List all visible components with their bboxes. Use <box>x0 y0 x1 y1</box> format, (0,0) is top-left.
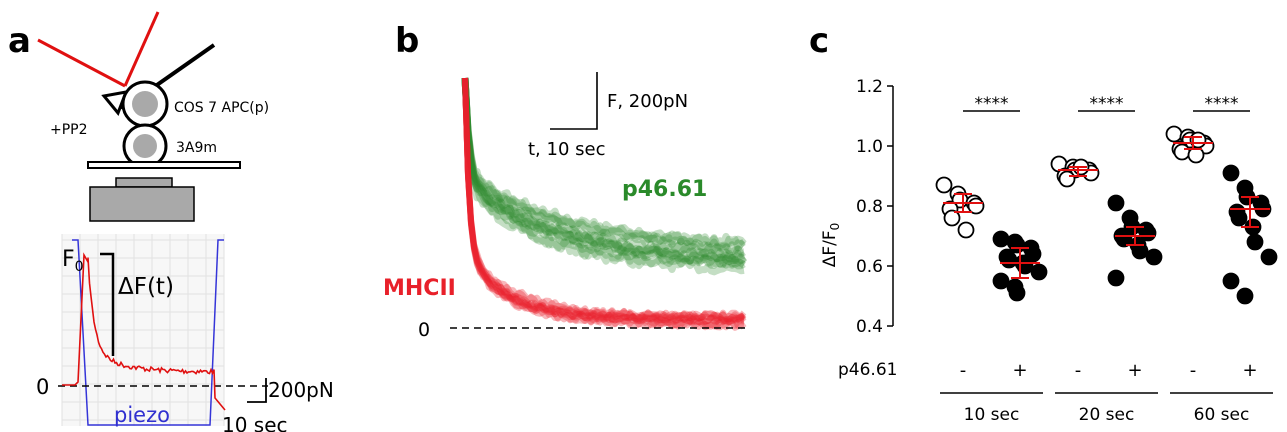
trace-scale-force: 200pN <box>268 378 334 402</box>
c-group-labels: 10 sec 20 sec 60 sec <box>940 393 1273 425</box>
c-data-point <box>1248 235 1263 250</box>
c-sig-label: **** <box>1090 94 1124 114</box>
c-data-point <box>1232 211 1247 226</box>
c-group-label: 10 sec <box>964 405 1020 425</box>
label-3a9m: 3A9m <box>176 140 217 156</box>
objective-top <box>116 178 172 187</box>
c-condition-label: - <box>960 360 967 381</box>
b-zero-label: 0 <box>418 319 430 341</box>
c-data-point <box>959 223 974 238</box>
c-data-point <box>1175 145 1190 160</box>
c-y-tick-label: 1.0 <box>856 137 883 157</box>
c-y-tick-label: 0.6 <box>856 257 883 277</box>
c-group-label: 60 sec <box>1194 405 1250 425</box>
c-data-point <box>1238 289 1253 304</box>
c-y-axis-label: ΔF/F0 <box>820 223 842 268</box>
panel-b: b 0 F, 200pN t, 10 sec p46.61 MHCII <box>383 21 748 341</box>
c-data-point <box>1262 250 1277 265</box>
c-data-point <box>1224 274 1239 289</box>
trace-zero-label: 0 <box>36 375 49 399</box>
b-scale-force: F, 200pN <box>607 91 688 112</box>
label-cos7-apc: COS 7 APC(p) <box>174 100 269 116</box>
c-data-point <box>1224 166 1239 181</box>
trace-scale-time: 10 sec <box>222 413 288 432</box>
legend-mhcii: MHCII <box>383 276 456 301</box>
microscope-stage <box>90 187 194 221</box>
c-data-point <box>1109 196 1124 211</box>
c-row-label: p46.61 <box>838 360 897 380</box>
b-scale-bar <box>550 72 597 129</box>
c-data-point <box>1109 271 1124 286</box>
c-condition-label: + <box>1127 360 1142 381</box>
delta-f-label: ΔF(t) <box>118 274 174 300</box>
c-significance: **** **** **** <box>963 94 1250 114</box>
trace-scale-bar <box>247 378 266 402</box>
panel-a: a COS 7 APC(p) 3A9m +PP2 F0 ΔF(t) 0 <box>8 12 334 432</box>
c-data-point <box>1002 253 1017 268</box>
laser-beam-left <box>38 40 125 86</box>
piezo-label: piezo <box>114 403 170 427</box>
c-condition-label: + <box>1242 360 1257 381</box>
c-data-point <box>1060 172 1075 187</box>
c-data-point <box>994 232 1009 247</box>
c-condition-label: + <box>1012 360 1027 381</box>
c-condition-label: - <box>1075 360 1082 381</box>
c-data-point <box>937 178 952 193</box>
c-data-point <box>1010 286 1025 301</box>
panel-letter-b: b <box>395 21 419 61</box>
c-y-tick-label: 1.2 <box>856 77 883 97</box>
c-data-point <box>1032 265 1047 280</box>
apc-nucleus <box>132 91 158 117</box>
c-condition-label: - <box>1190 360 1197 381</box>
force-trace-plot: F0 ΔF(t) 0 piezo 200pN 10 sec <box>36 234 334 432</box>
coverslip <box>88 162 240 168</box>
b-scale-time: t, 10 sec <box>528 139 605 160</box>
panel-c: c 0.40.60.81.01.2 ΔF/F0 **** **** **** - + -… <box>809 21 1277 425</box>
label-pp2: +PP2 <box>50 122 88 138</box>
t-cell-nucleus <box>133 134 157 158</box>
c-data-points <box>937 127 1277 304</box>
panel-letter-c: c <box>809 21 829 61</box>
c-data-point <box>1147 250 1162 265</box>
c-y-axis: 0.4 0.6 0.8 1.0 1.2 <box>856 77 893 337</box>
force-decay-traces <box>465 78 744 328</box>
c-condition-row: - + - + - + <box>960 360 1258 381</box>
c-data-point <box>1167 127 1182 142</box>
c-mean-sd-bars <box>943 137 1270 278</box>
panel-letter-a: a <box>8 21 31 61</box>
c-sig-label: **** <box>975 94 1009 114</box>
c-y-tick-label: 0.8 <box>856 197 883 217</box>
c-sig-label: **** <box>1205 94 1239 114</box>
c-group-label: 20 sec <box>1079 405 1135 425</box>
laser-beam-right <box>125 12 158 86</box>
c-y-tick-label: 0.4 <box>856 317 883 337</box>
c-data-point <box>994 274 1009 289</box>
legend-p4661: p46.61 <box>622 177 707 202</box>
